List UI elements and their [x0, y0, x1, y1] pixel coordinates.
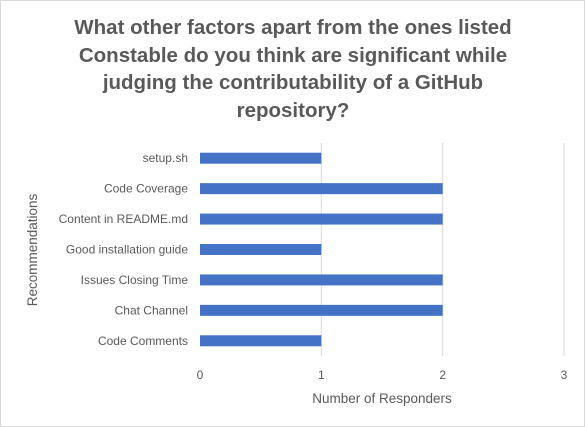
x-tick-label: 3 — [561, 368, 568, 382]
category-label: Good installation guide — [66, 243, 188, 257]
x-tick-label: 2 — [439, 368, 446, 382]
bar — [200, 213, 443, 225]
chart-title-line-1: What other factors apart from the ones l… — [74, 16, 511, 39]
bar — [200, 152, 322, 164]
bar — [200, 244, 322, 255]
bars — [200, 152, 443, 347]
category-label: Chat Channel — [115, 303, 188, 317]
category-label: Code Coverage — [104, 182, 188, 196]
y-axis-title: Recommendations — [25, 193, 40, 306]
bar — [200, 335, 322, 347]
category-label: setup.sh — [143, 151, 188, 165]
chart-title-line-3: judging the contributability of a GitHub — [102, 71, 483, 94]
chart-title-line-2: Constable do you think are significant w… — [79, 44, 507, 67]
category-labels: setup.sh Code Coverage Content in README.m… — [59, 151, 189, 348]
gridlines — [320, 143, 565, 356]
x-axis-title: Number of Responders — [312, 391, 452, 406]
x-tick-label: 1 — [318, 368, 325, 382]
category-label: Code Comments — [98, 334, 188, 348]
bar — [200, 304, 443, 316]
chart-title-line-4: repository? — [237, 99, 350, 122]
x-tick-labels: 0 1 2 3 — [197, 368, 568, 382]
bar — [200, 274, 443, 286]
bar — [200, 183, 443, 195]
category-label: Issues Closing Time — [81, 273, 189, 287]
chart-title: What other factors apart from the ones l… — [74, 16, 511, 122]
x-tick-label: 0 — [197, 368, 204, 382]
category-label: Content in README.md — [59, 212, 188, 226]
